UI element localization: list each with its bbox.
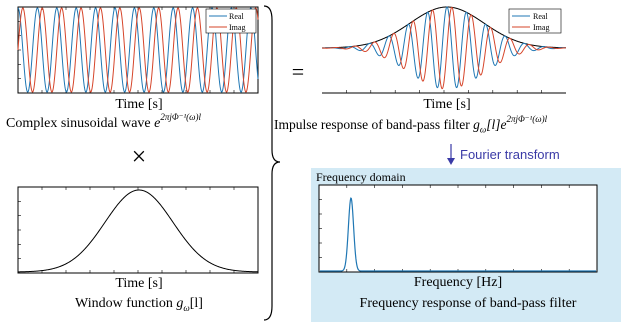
window-caption: Window function gω[l] (75, 296, 203, 316)
times-operator: × (131, 142, 147, 171)
sinusoid-ticks (18, 7, 235, 93)
impulse-real-line (322, 6, 567, 89)
equals-operator: = (291, 59, 305, 84)
window-plot-frame (17, 186, 259, 274)
impulse-ticks (346, 90, 542, 93)
fourier-arrow (447, 144, 455, 165)
window-ticks (18, 187, 235, 273)
window-xlabel: Time [s] (115, 276, 163, 291)
impulse-caption-exp: 2πjΦ⁻¹(ω)l (506, 114, 548, 124)
frequency-panel-title: Frequency domain (316, 170, 406, 184)
frequency-caption: Frequency response of band-pass filter (359, 296, 577, 311)
window-caption-text: Window function (75, 296, 177, 311)
impulse-caption-math: g (473, 117, 480, 132)
frequency-plot-frame (318, 184, 598, 273)
window-caption-arg: [l] (189, 296, 203, 311)
impulse-xlabel: Time [s] (423, 97, 471, 112)
frequency-response-curve (320, 197, 596, 272)
sinusoid-real-line (17, 7, 259, 93)
sinusoid-legend-real: Real (229, 12, 244, 21)
window-caption-sub: ω (183, 302, 190, 313)
impulse-imag-line (321, 6, 567, 90)
right-brace (263, 5, 281, 321)
frequency-xlabel: Frequency [Hz] (413, 275, 503, 290)
sinusoid-legend: Real Imag (205, 8, 257, 34)
impulse-caption-text: Impulse response of band-pass filter (274, 117, 474, 132)
impulse-legend-real: Real (533, 12, 548, 21)
window-curve (17, 189, 259, 273)
sinusoid-legend-imag: Imag (229, 23, 245, 32)
impulse-caption: Impulse response of band-pass filter gω[… (274, 114, 548, 138)
impulse-legend-imag: Imag (533, 23, 549, 32)
impulse-caption-arg: [l]e (486, 117, 507, 132)
sinusoid-caption-text: Complex sinusoidal wave (6, 116, 151, 131)
sinusoid-xlabel: Time [s] (115, 97, 163, 112)
window-caption-math: g (176, 296, 184, 311)
fourier-transform-label: Fourier transform (460, 147, 560, 162)
impulse-legend: Real Imag (508, 8, 562, 34)
sinusoid-caption: Complex sinusoidal wave e2πjΦ⁻¹(ω)l (6, 112, 201, 132)
impulse-caption-sub: ω (479, 124, 487, 135)
sinusoid-caption-math: e (154, 116, 161, 131)
sinusoid-caption-exp: 2πjΦ⁻¹(ω)l (160, 112, 202, 122)
